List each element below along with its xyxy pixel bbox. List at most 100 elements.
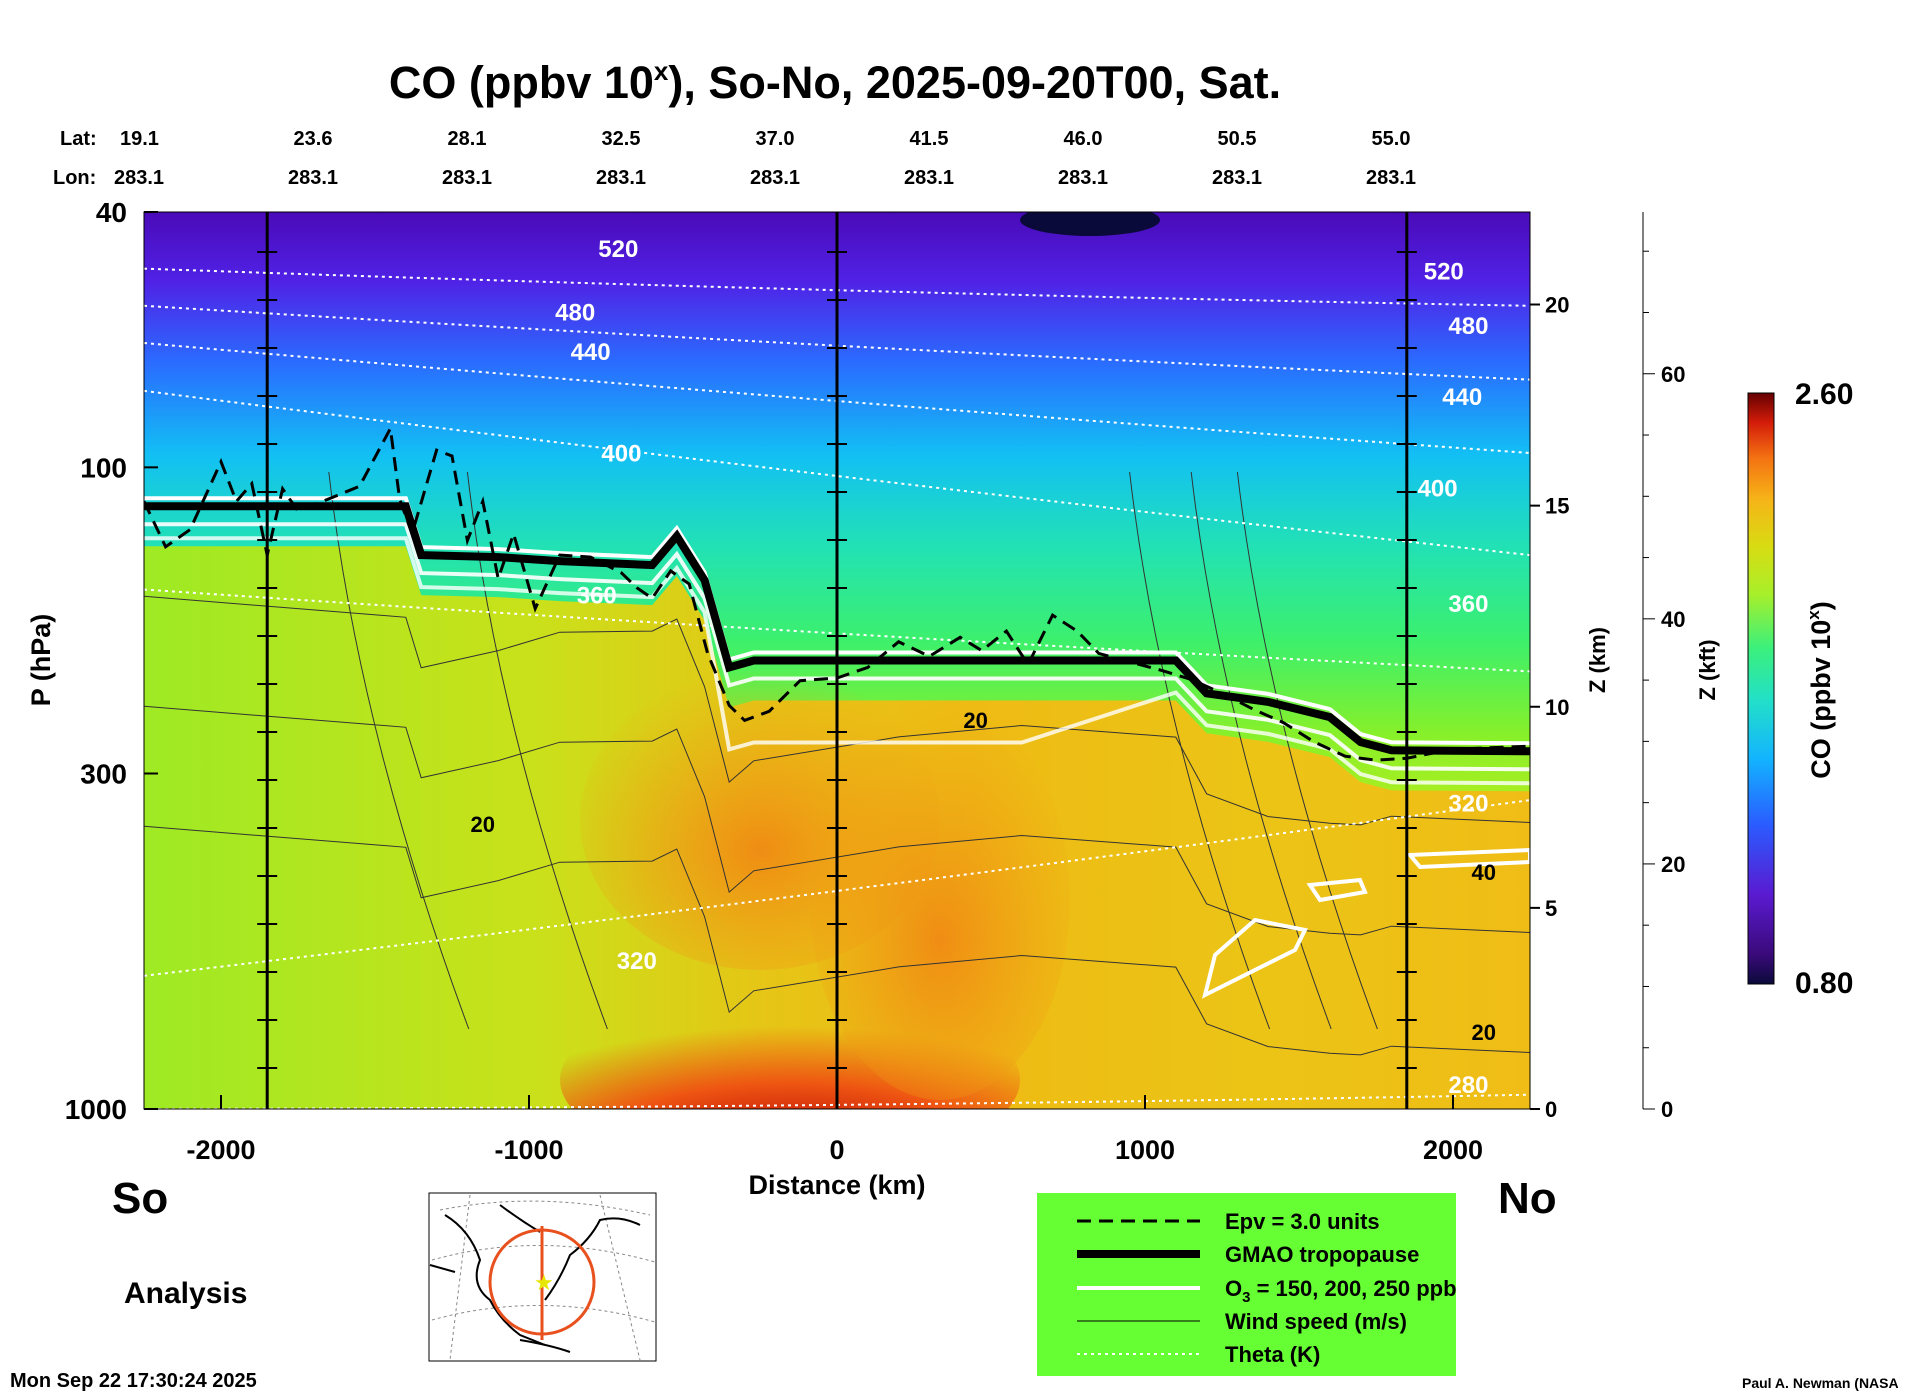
x-axis-ticks: -2000 -1000 0 1000 2000 xyxy=(186,1095,1483,1165)
co-field: 280320360400440480520520480440400360320 … xyxy=(144,212,1530,1109)
wind-label-0: 20 xyxy=(471,812,495,837)
lon-value: 283.1 xyxy=(904,167,954,189)
wind-speed-contours xyxy=(144,471,1530,1056)
theta-label-right-4: 360 xyxy=(1448,591,1488,618)
z-kft-axis-label: Z (kft) xyxy=(1695,639,1720,700)
theta-label-right-0: 520 xyxy=(1424,259,1464,286)
z-km-tick-label: 15 xyxy=(1545,494,1569,519)
theta-labels: 280 320 360 400 440 480 520 520 480 440 400 360 320 xyxy=(555,236,1488,1099)
legend-label-epv: Epv = 3.0 units xyxy=(1225,1209,1380,1234)
theta-label-520: 520 xyxy=(598,236,638,263)
south-label: So xyxy=(112,1174,168,1223)
credit: Paul A. Newman (NASA xyxy=(1742,1375,1899,1391)
lon-value: 283.1 xyxy=(1058,167,1108,189)
z-km-axis: 0 5 10 15 20 xyxy=(1530,293,1569,1122)
wind-contour-v4 xyxy=(1236,471,1378,1030)
y-tick-label: 1000 xyxy=(65,1094,127,1125)
wind-label-2: 40 xyxy=(1472,860,1496,885)
x-tick-label: -2000 xyxy=(186,1135,255,1165)
lon-value: 283.1 xyxy=(750,167,800,189)
lat-value: 37.0 xyxy=(756,128,795,150)
theta-label-360: 360 xyxy=(577,582,617,609)
tropopause-line xyxy=(144,502,1530,756)
lat-value: 41.5 xyxy=(910,128,949,150)
colorbar-max-label: 2.60 xyxy=(1795,378,1853,411)
lat-lon-values: 19.1 23.6 28.1 32.5 37.0 41.5 46.0 50.5 55.0 283.… xyxy=(114,128,1416,189)
wind-contour-v3 xyxy=(1190,471,1332,1030)
lat-value: 46.0 xyxy=(1064,128,1103,150)
o3-contour-0 xyxy=(144,496,1530,746)
z-km-tick-label: 5 xyxy=(1545,896,1557,921)
inset-map: ★ xyxy=(428,1192,657,1362)
theta-label-right-1: 480 xyxy=(1448,313,1488,340)
lat-label: Lat: xyxy=(60,128,97,150)
wind-contour-2 xyxy=(144,825,1530,1056)
theta-label-480: 480 xyxy=(555,299,595,326)
z-kft-tick-label: 0 xyxy=(1661,1097,1673,1122)
y-axis-label: P (hPa) xyxy=(26,614,56,707)
analysis-label: Analysis xyxy=(124,1277,247,1310)
legend-label-wind: Wind speed (m/s) xyxy=(1225,1309,1407,1334)
theta-label-right-5: 320 xyxy=(1448,791,1488,818)
lat-value: 32.5 xyxy=(602,128,641,150)
x-tick-label: 0 xyxy=(829,1135,844,1165)
chart-title: CO (ppbv 10x), So-No, 2025-09-20T00, Sat… xyxy=(389,56,1281,108)
lon-label: Lon: xyxy=(53,167,96,189)
wind-contour-v2 xyxy=(1129,471,1271,1030)
lat-value: 19.1 xyxy=(120,128,159,150)
legend-label-tropopause: GMAO tropopause xyxy=(1225,1242,1419,1267)
z-km-axis-label: Z (km) xyxy=(1585,627,1610,693)
y-tick-label: 300 xyxy=(80,758,127,789)
svg-text:★: ★ xyxy=(534,1270,554,1295)
colorbar xyxy=(1747,392,1775,985)
z-kft-tick-label: 40 xyxy=(1661,607,1685,632)
wind-label-1: 20 xyxy=(963,708,987,733)
north-label: No xyxy=(1498,1174,1557,1223)
legend-label-theta: Theta (K) xyxy=(1225,1342,1320,1367)
wind-contour-v0 xyxy=(328,471,470,1030)
lon-value: 283.1 xyxy=(1366,167,1416,189)
lat-value: 23.6 xyxy=(294,128,333,150)
o3-contour-patch-2 xyxy=(1306,877,1368,903)
theta-label-320: 320 xyxy=(617,948,657,975)
z-km-tick-label: 20 xyxy=(1545,293,1569,318)
x-tick-label: -1000 xyxy=(494,1135,563,1165)
lon-value: 283.1 xyxy=(114,167,164,189)
x-axis-label: Distance (km) xyxy=(748,1170,925,1200)
theta-label-400: 400 xyxy=(601,441,641,468)
legend-label-o3: O3 = 150, 200, 250 ppb xyxy=(1225,1276,1457,1306)
lon-value: 283.1 xyxy=(442,167,492,189)
theta-label-440: 440 xyxy=(571,339,611,366)
legend: Epv = 3.0 units GMAO tropopause O3 = 150… xyxy=(1037,1193,1457,1376)
colorbar-label: CO (ppbv 10x) xyxy=(1804,601,1836,779)
theta-label-280: 280 xyxy=(1448,1072,1488,1099)
z-km-tick-label: 0 xyxy=(1545,1097,1557,1122)
lat-value: 50.5 xyxy=(1218,128,1257,150)
z-km-tick-label: 10 xyxy=(1545,695,1569,720)
z-kft-axis: 0 20 40 60 xyxy=(1642,212,1685,1122)
y-tick-label: 40 xyxy=(96,197,127,228)
z-kft-tick-label: 60 xyxy=(1661,362,1685,387)
timestamp: Mon Sep 22 17:30:24 2025 xyxy=(10,1370,257,1392)
x-tick-label: 1000 xyxy=(1115,1135,1175,1165)
vertical-reference-lines xyxy=(257,212,1417,1109)
y-tick-label: 100 xyxy=(80,452,127,483)
z-kft-tick-label: 20 xyxy=(1661,852,1685,877)
wind-label-3: 20 xyxy=(1472,1020,1496,1045)
wind-contour-v1 xyxy=(466,471,608,1030)
colorbar-min-label: 0.80 xyxy=(1795,967,1853,1000)
o3-contour-patch-1 xyxy=(1202,917,1308,999)
lat-value: 55.0 xyxy=(1372,128,1411,150)
lat-value: 28.1 xyxy=(448,128,487,150)
x-tick-label: 2000 xyxy=(1423,1135,1483,1165)
wind-contour-0 xyxy=(144,595,1530,826)
wind-labels: 20 20 40 20 xyxy=(471,708,1496,1045)
o3-contour-patch-3 xyxy=(1405,847,1530,870)
theta-label-right-2: 440 xyxy=(1442,384,1482,411)
y-axis-ticks: 40 100 300 1000 xyxy=(65,197,158,1125)
epv-line xyxy=(144,423,1530,762)
lon-value: 283.1 xyxy=(596,167,646,189)
wind-contour-1 xyxy=(144,705,1530,936)
